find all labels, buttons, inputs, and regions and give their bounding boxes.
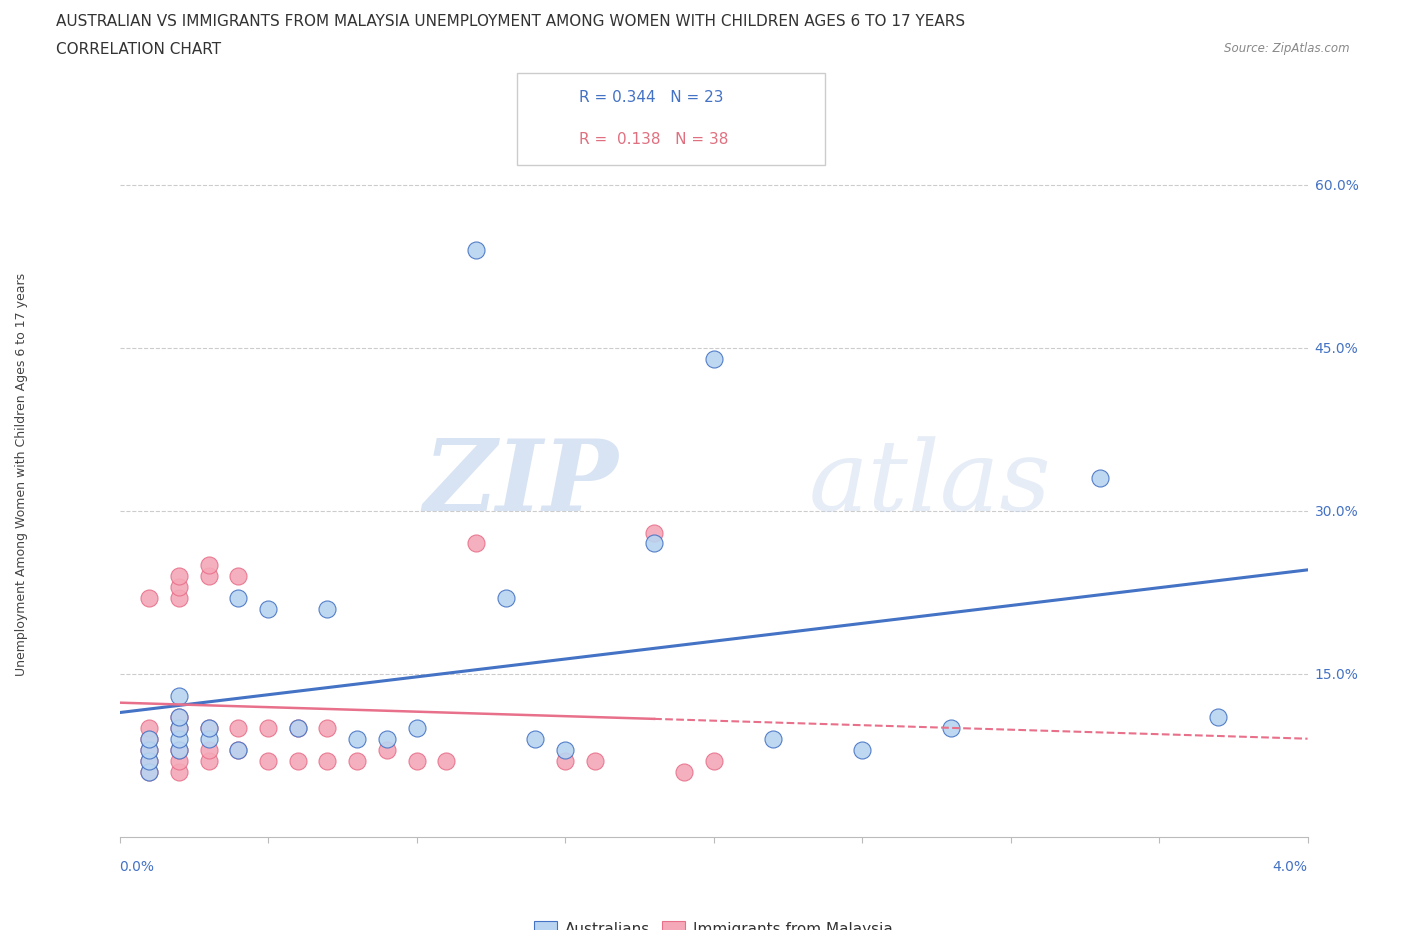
Point (702, 352, 725, 366)
Point (257, 721, 280, 736)
Text: atlas: atlas (808, 436, 1052, 531)
Text: Unemployment Among Women with Children Ages 6 to 17 years: Unemployment Among Women with Children A… (14, 272, 28, 676)
Point (316, 753, 339, 768)
Point (257, 601, 280, 616)
Point (228, 742, 250, 757)
Point (316, 601, 339, 616)
Point (167, 688, 190, 703)
Text: AUSTRALIAN VS IMMIGRANTS FROM MALAYSIA UNEMPLOYMENT AMONG WOMEN WITH CHILDREN AG: AUSTRALIAN VS IMMIGRANTS FROM MALAYSIA U… (56, 14, 966, 29)
Point (524, 732, 547, 747)
Point (346, 732, 368, 747)
Point (228, 742, 250, 757)
Point (167, 721, 190, 736)
Point (1088, 471, 1111, 485)
Point (167, 710, 190, 724)
Point (197, 742, 219, 757)
Point (167, 721, 190, 736)
Text: R =  0.138   N = 38: R = 0.138 N = 38 (579, 132, 728, 147)
Point (287, 721, 309, 736)
Point (287, 753, 309, 768)
Text: R = 0.344   N = 23: R = 0.344 N = 23 (579, 90, 724, 105)
Point (138, 742, 160, 757)
Point (257, 753, 280, 768)
Point (375, 742, 398, 757)
Point (464, 536, 488, 551)
Point (228, 591, 250, 605)
Point (434, 753, 457, 768)
Point (405, 721, 427, 736)
Point (197, 732, 219, 747)
Point (167, 732, 190, 747)
Point (167, 568, 190, 583)
Point (464, 243, 488, 258)
Point (197, 558, 219, 573)
Point (138, 742, 160, 757)
Point (167, 579, 190, 594)
Point (138, 753, 160, 768)
Text: Source: ZipAtlas.com: Source: ZipAtlas.com (1225, 42, 1350, 55)
Point (643, 525, 665, 540)
Text: 0.0%: 0.0% (120, 860, 155, 874)
Point (138, 721, 160, 736)
Point (643, 536, 665, 551)
Point (228, 568, 250, 583)
Text: CORRELATION CHART: CORRELATION CHART (56, 42, 221, 57)
Point (583, 753, 606, 768)
Point (167, 710, 190, 724)
Point (167, 742, 190, 757)
Point (316, 721, 339, 736)
Point (672, 764, 695, 779)
Point (167, 591, 190, 605)
Legend: Australians, Immigrants from Malaysia: Australians, Immigrants from Malaysia (529, 915, 898, 930)
Point (939, 721, 962, 736)
Point (554, 742, 576, 757)
Point (495, 591, 517, 605)
Point (405, 753, 427, 768)
Point (762, 732, 785, 747)
Point (197, 721, 219, 736)
Point (138, 732, 160, 747)
Point (138, 732, 160, 747)
Point (138, 753, 160, 768)
Text: 4.0%: 4.0% (1272, 860, 1308, 874)
Point (702, 753, 725, 768)
Point (167, 753, 190, 768)
Point (287, 721, 309, 736)
Point (138, 764, 160, 779)
Point (138, 764, 160, 779)
Text: ZIP: ZIP (423, 435, 619, 532)
Point (138, 591, 160, 605)
Point (197, 721, 219, 736)
Point (167, 742, 190, 757)
Point (167, 764, 190, 779)
Point (197, 753, 219, 768)
Point (375, 732, 398, 747)
Point (228, 721, 250, 736)
Point (197, 568, 219, 583)
Point (851, 742, 873, 757)
Point (346, 753, 368, 768)
Point (554, 753, 576, 768)
Point (1208, 710, 1230, 724)
